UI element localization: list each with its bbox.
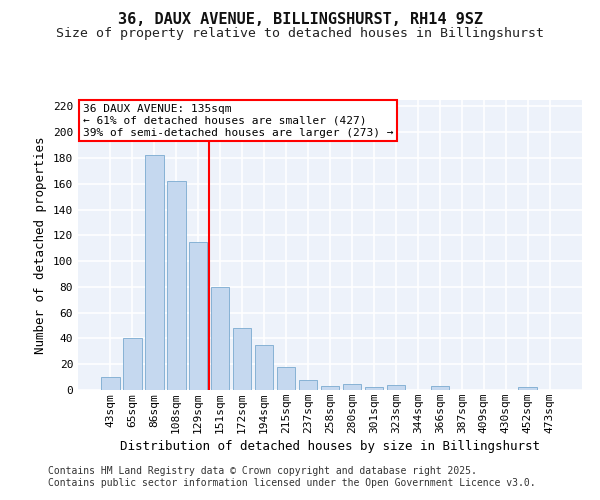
Bar: [123, 338, 142, 390]
Text: 36, DAUX AVENUE, BILLINGSHURST, RH14 9SZ: 36, DAUX AVENUE, BILLINGSHURST, RH14 9SZ: [118, 12, 482, 28]
Text: Contains HM Land Registry data © Crown copyright and database right 2025.
Contai: Contains HM Land Registry data © Crown c…: [48, 466, 536, 487]
Y-axis label: Number of detached properties: Number of detached properties: [34, 136, 47, 354]
Bar: [343, 384, 361, 390]
Bar: [277, 367, 295, 390]
Bar: [167, 181, 185, 390]
Bar: [233, 328, 251, 390]
Bar: [320, 386, 340, 390]
Bar: [386, 385, 405, 390]
Bar: [211, 287, 229, 390]
Text: 36 DAUX AVENUE: 135sqm
← 61% of detached houses are smaller (427)
39% of semi-de: 36 DAUX AVENUE: 135sqm ← 61% of detached…: [83, 104, 394, 138]
Bar: [145, 156, 164, 390]
Bar: [365, 388, 383, 390]
Bar: [518, 388, 537, 390]
Bar: [431, 386, 449, 390]
Bar: [101, 377, 119, 390]
Bar: [255, 345, 274, 390]
Text: Size of property relative to detached houses in Billingshurst: Size of property relative to detached ho…: [56, 28, 544, 40]
X-axis label: Distribution of detached houses by size in Billingshurst: Distribution of detached houses by size …: [120, 440, 540, 453]
Bar: [189, 242, 208, 390]
Bar: [299, 380, 317, 390]
